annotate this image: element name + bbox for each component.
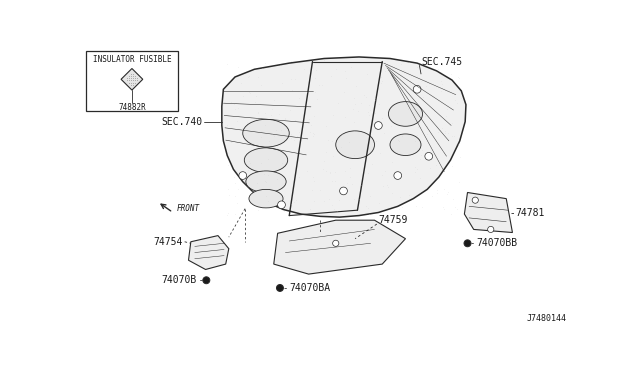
Text: 74070BB: 74070BB [477,238,518,248]
Ellipse shape [249,189,283,208]
Polygon shape [189,235,229,269]
Circle shape [413,86,421,93]
Circle shape [425,153,433,160]
Ellipse shape [243,119,289,147]
FancyBboxPatch shape [86,51,178,111]
Text: 74781: 74781 [516,208,545,218]
Text: 74070BA: 74070BA [289,283,330,293]
Text: 74070B: 74070B [161,275,196,285]
Text: 74882R: 74882R [118,103,146,112]
Polygon shape [465,192,513,232]
Circle shape [203,277,210,284]
Ellipse shape [336,131,374,158]
Polygon shape [222,57,466,217]
Text: 74759: 74759 [378,215,408,225]
Text: INSULATOR FUSIBLE: INSULATOR FUSIBLE [93,55,172,64]
Circle shape [374,122,382,129]
Polygon shape [274,220,406,274]
Polygon shape [121,68,143,90]
Text: FRONT: FRONT [177,204,200,213]
Circle shape [239,172,246,179]
Text: J7480144: J7480144 [527,314,566,323]
Circle shape [276,285,284,291]
Circle shape [464,240,471,247]
Circle shape [488,226,494,232]
Text: SEC.740: SEC.740 [161,117,202,126]
Ellipse shape [388,102,422,126]
Circle shape [333,240,339,246]
Text: SEC.745: SEC.745 [421,57,462,67]
Ellipse shape [390,134,421,155]
Ellipse shape [244,148,288,173]
Ellipse shape [246,171,286,192]
Circle shape [340,187,348,195]
Circle shape [394,172,402,179]
Circle shape [472,197,478,203]
Text: 74754: 74754 [154,237,183,247]
Circle shape [278,201,285,209]
